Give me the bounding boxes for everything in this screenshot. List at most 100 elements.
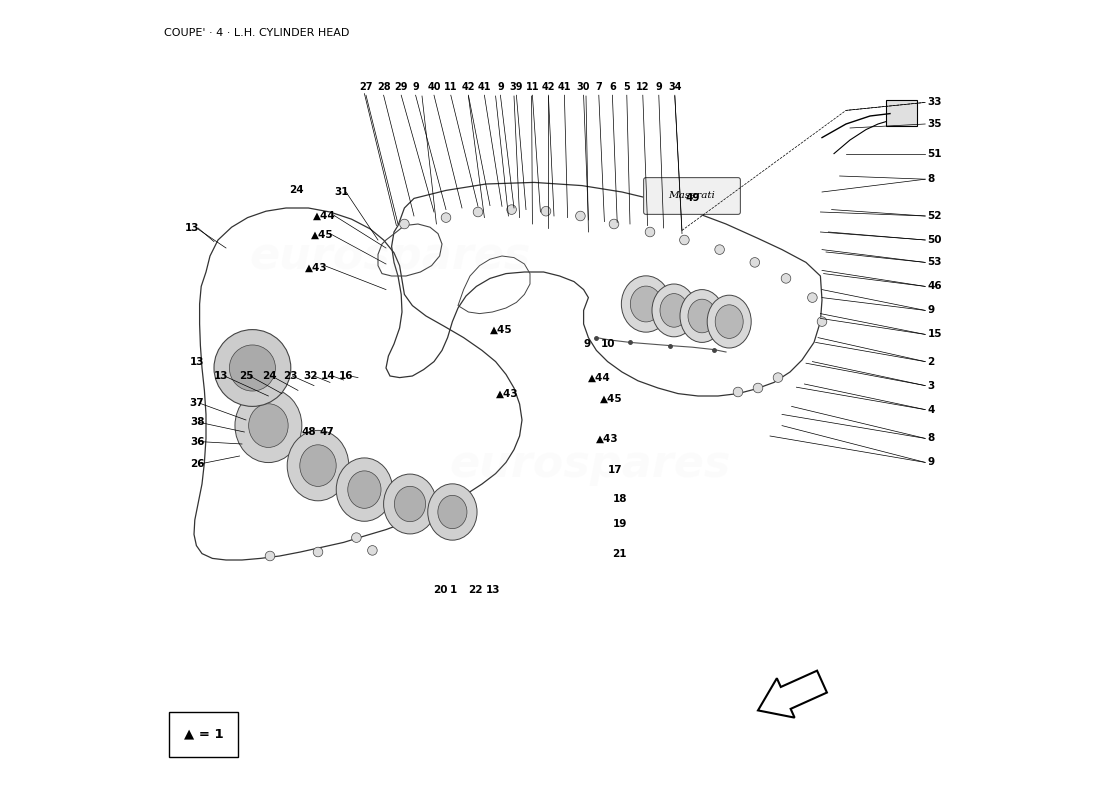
Ellipse shape xyxy=(395,486,426,522)
Text: 9: 9 xyxy=(412,82,419,92)
Text: 1: 1 xyxy=(450,586,458,595)
Text: 9: 9 xyxy=(584,339,591,349)
Text: 26: 26 xyxy=(190,459,205,469)
Text: 25: 25 xyxy=(240,371,254,381)
Text: 15: 15 xyxy=(927,330,942,339)
Text: 13: 13 xyxy=(486,586,500,595)
Text: 41: 41 xyxy=(558,82,571,92)
Text: 39: 39 xyxy=(509,82,524,92)
Circle shape xyxy=(399,219,409,229)
Text: 8: 8 xyxy=(927,434,935,443)
Text: 21: 21 xyxy=(613,549,627,558)
Ellipse shape xyxy=(300,445,337,486)
Text: ▲ = 1: ▲ = 1 xyxy=(184,728,223,741)
Circle shape xyxy=(754,383,762,393)
Text: 30: 30 xyxy=(576,82,591,92)
Text: 51: 51 xyxy=(927,149,942,158)
Ellipse shape xyxy=(337,458,393,522)
Text: 9: 9 xyxy=(656,82,662,92)
Text: 35: 35 xyxy=(927,119,942,129)
Text: ▲45: ▲45 xyxy=(311,230,334,240)
Text: 5: 5 xyxy=(624,82,630,92)
Text: 34: 34 xyxy=(668,82,682,92)
Text: 40: 40 xyxy=(427,82,441,92)
Text: ▲45: ▲45 xyxy=(490,325,513,334)
Ellipse shape xyxy=(630,286,662,322)
FancyBboxPatch shape xyxy=(644,178,740,214)
Circle shape xyxy=(352,533,361,542)
Text: 16: 16 xyxy=(339,371,353,381)
Circle shape xyxy=(781,274,791,283)
Ellipse shape xyxy=(621,276,671,332)
Text: 10: 10 xyxy=(602,339,616,349)
Text: 13: 13 xyxy=(190,357,205,366)
Text: 24: 24 xyxy=(289,186,304,195)
Circle shape xyxy=(441,213,451,222)
Ellipse shape xyxy=(652,284,696,337)
Text: 3: 3 xyxy=(927,381,935,390)
Text: 9: 9 xyxy=(927,306,935,315)
Text: 24: 24 xyxy=(262,371,276,381)
Ellipse shape xyxy=(680,290,724,342)
Text: 20: 20 xyxy=(433,586,448,595)
Text: 12: 12 xyxy=(636,82,649,92)
Text: 11: 11 xyxy=(444,82,458,92)
Text: 13: 13 xyxy=(213,371,229,381)
Circle shape xyxy=(541,206,551,216)
Text: 36: 36 xyxy=(190,437,205,446)
Ellipse shape xyxy=(438,495,468,529)
Text: 11: 11 xyxy=(526,82,539,92)
Text: Maserati: Maserati xyxy=(669,191,715,201)
Circle shape xyxy=(734,387,742,397)
Text: 49: 49 xyxy=(686,194,701,203)
Text: 13: 13 xyxy=(185,223,199,233)
Text: 38: 38 xyxy=(190,418,205,427)
FancyBboxPatch shape xyxy=(886,100,917,126)
Ellipse shape xyxy=(384,474,437,534)
Text: 42: 42 xyxy=(462,82,475,92)
Text: 7: 7 xyxy=(595,82,602,92)
Ellipse shape xyxy=(235,389,301,462)
Text: 8: 8 xyxy=(927,174,935,184)
Text: 9: 9 xyxy=(497,82,504,92)
Ellipse shape xyxy=(707,295,751,348)
Text: 50: 50 xyxy=(927,235,942,245)
Text: ▲44: ▲44 xyxy=(588,373,612,382)
Text: 46: 46 xyxy=(927,282,943,291)
Ellipse shape xyxy=(428,484,477,540)
Text: 32: 32 xyxy=(304,371,318,381)
Text: ▲44: ▲44 xyxy=(312,211,336,221)
Text: ▲45: ▲45 xyxy=(600,394,623,403)
Text: 14: 14 xyxy=(321,371,336,381)
Text: 19: 19 xyxy=(613,519,627,529)
Circle shape xyxy=(773,373,783,382)
Text: ▲43: ▲43 xyxy=(496,389,518,398)
Ellipse shape xyxy=(249,404,288,447)
Circle shape xyxy=(817,317,827,326)
Ellipse shape xyxy=(688,299,716,333)
Ellipse shape xyxy=(715,305,744,338)
Circle shape xyxy=(575,211,585,221)
Text: 48: 48 xyxy=(301,427,317,437)
Text: eurospares: eurospares xyxy=(449,442,730,486)
Text: 42: 42 xyxy=(541,82,556,92)
Text: 31: 31 xyxy=(334,187,349,197)
Circle shape xyxy=(715,245,725,254)
Text: 29: 29 xyxy=(395,82,408,92)
Text: 53: 53 xyxy=(927,258,942,267)
Text: 6: 6 xyxy=(609,82,616,92)
Circle shape xyxy=(807,293,817,302)
Circle shape xyxy=(609,219,619,229)
Text: 28: 28 xyxy=(377,82,390,92)
Circle shape xyxy=(314,547,322,557)
Text: 9: 9 xyxy=(927,458,935,467)
Circle shape xyxy=(507,205,516,214)
Text: 4: 4 xyxy=(927,405,935,414)
Circle shape xyxy=(214,330,290,406)
Text: 52: 52 xyxy=(927,211,942,221)
Text: 47: 47 xyxy=(319,427,334,437)
Text: 27: 27 xyxy=(360,82,373,92)
Text: 37: 37 xyxy=(190,398,205,408)
Ellipse shape xyxy=(348,471,381,508)
Circle shape xyxy=(680,235,690,245)
